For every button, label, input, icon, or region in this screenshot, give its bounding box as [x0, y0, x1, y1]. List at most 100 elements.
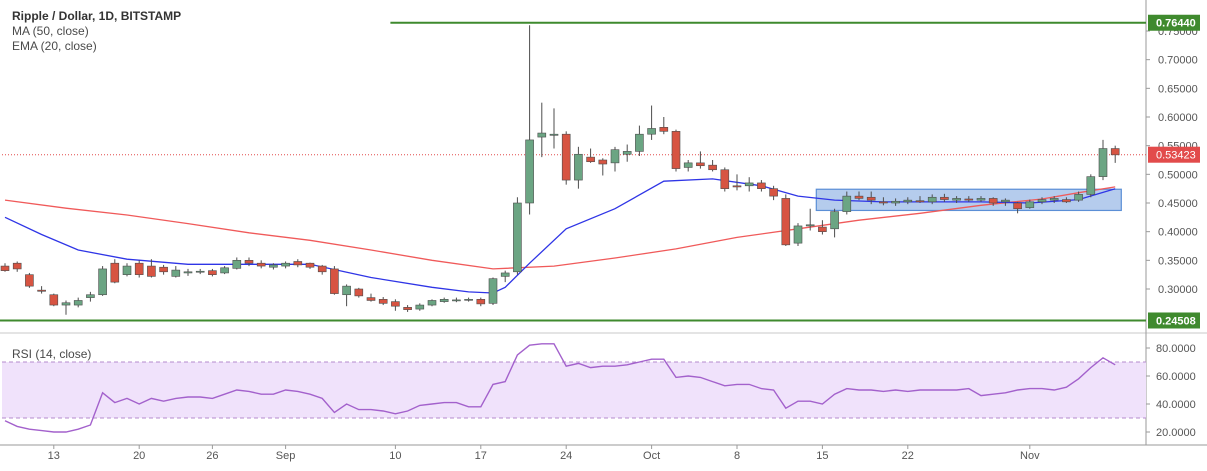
- candle-body: [842, 195, 852, 212]
- ma50-line: [4, 186, 1116, 270]
- candle-body: [171, 269, 181, 277]
- time-tick-label: 13: [48, 450, 60, 462]
- candle: [110, 259, 120, 284]
- candle: [378, 297, 388, 306]
- candle: [330, 266, 339, 295]
- candle-body: [586, 156, 595, 163]
- candle: [805, 208, 815, 231]
- candle: [769, 185, 778, 201]
- candle: [574, 146, 583, 189]
- price-tick-label: 0.45000: [1158, 198, 1198, 210]
- candle-body: [147, 265, 156, 277]
- candle-body: [757, 182, 766, 189]
- rsi-tick-label: 20.0000: [1156, 427, 1196, 439]
- candle-body: [98, 268, 107, 296]
- candle: [866, 191, 876, 205]
- candle: [732, 174, 742, 191]
- rsi-tick-label: 60.0000: [1156, 371, 1196, 383]
- candle: [830, 208, 839, 238]
- candle-body: [244, 260, 254, 264]
- candle: [903, 197, 913, 205]
- candle-body: [781, 198, 791, 246]
- candle: [415, 303, 425, 311]
- candle-body: [964, 198, 974, 201]
- candle: [256, 260, 266, 269]
- candle-body: [903, 199, 913, 203]
- candle: [354, 287, 364, 298]
- candle-body: [403, 307, 412, 310]
- candle-body: [647, 128, 656, 135]
- candle-body: [659, 127, 669, 132]
- candle: [647, 105, 656, 140]
- candle: [659, 117, 669, 135]
- candle: [720, 167, 730, 192]
- candle-body: [525, 139, 534, 204]
- candle-body: [598, 159, 608, 165]
- candle: [818, 220, 827, 235]
- candle: [500, 270, 510, 283]
- candle-body: [879, 201, 888, 204]
- candle: [1098, 139, 1108, 181]
- candle: [147, 259, 156, 278]
- candle-body: [561, 133, 571, 181]
- candle-body: [281, 262, 290, 267]
- candle-body: [256, 262, 266, 267]
- candle-body: [488, 278, 498, 304]
- level-price-tag: [1148, 14, 1200, 31]
- candle: [744, 177, 754, 192]
- candle-body: [366, 297, 376, 301]
- candle: [952, 196, 961, 203]
- candle-body: [415, 304, 425, 310]
- candle-body: [1110, 148, 1120, 156]
- price-tick-label: 0.30000: [1158, 284, 1198, 296]
- candle-body: [1037, 199, 1047, 203]
- candle-body: [49, 294, 59, 306]
- candle: [61, 300, 71, 315]
- candle-body: [513, 202, 522, 273]
- candle: [12, 261, 22, 272]
- candle: [98, 266, 107, 296]
- candle: [671, 129, 681, 172]
- candle: [879, 197, 888, 206]
- candle: [586, 148, 595, 163]
- candle-body: [574, 153, 583, 181]
- rsi-legend-block: RSI (14, close): [12, 347, 91, 362]
- candle: [134, 260, 144, 278]
- candle: [159, 264, 168, 275]
- last-price-label: 0.53423: [1156, 150, 1196, 162]
- rsi-tick-label: 40.0000: [1156, 399, 1196, 411]
- candle-body: [1074, 194, 1083, 201]
- ema-legend: EMA (20, close): [12, 39, 97, 53]
- candle-body: [110, 262, 120, 283]
- time-tick-label: 17: [475, 450, 487, 462]
- candle: [0, 263, 10, 272]
- candle: [1110, 145, 1120, 163]
- candle-body: [293, 261, 303, 266]
- candle: [976, 196, 986, 202]
- candle-body: [0, 265, 10, 271]
- candle: [1074, 191, 1083, 202]
- candle-body: [183, 271, 193, 274]
- candle-body: [683, 162, 693, 168]
- candle-body: [732, 185, 742, 188]
- rsi-tick-label: 80.0000: [1156, 343, 1196, 355]
- candle: [915, 196, 925, 203]
- candle-body: [86, 294, 95, 298]
- candle-body: [915, 200, 925, 203]
- rsi-band: [2, 362, 1146, 418]
- candle: [793, 223, 803, 246]
- candle-body: [769, 188, 778, 197]
- candle-body: [952, 198, 961, 201]
- candle-body: [122, 265, 132, 275]
- candle: [317, 264, 327, 275]
- candle: [525, 25, 534, 215]
- candle: [439, 297, 449, 303]
- candle-body: [269, 264, 278, 268]
- candle-body: [537, 132, 547, 138]
- time-tick-label: 26: [206, 450, 218, 462]
- candle: [635, 125, 644, 156]
- candle: [1049, 196, 1059, 203]
- candle: [598, 158, 608, 176]
